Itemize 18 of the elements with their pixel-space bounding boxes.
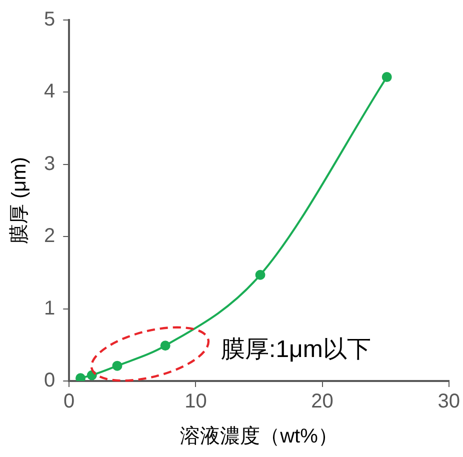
x-tick-label: 20: [311, 390, 334, 413]
point: [76, 373, 86, 381]
y-tick-label: 5: [44, 8, 56, 31]
y-axis-title: 膜厚 (μm): [8, 156, 31, 244]
point: [112, 360, 122, 371]
point: [160, 340, 170, 351]
x-tick-label: 0: [64, 390, 75, 413]
point: [255, 270, 266, 280]
point: [382, 72, 392, 82]
x-tick-label: 30: [438, 390, 460, 413]
y-tick-label: 0: [44, 370, 56, 392]
y-tick-label: 4: [44, 80, 56, 103]
annotation: 膜厚:1μm以下: [221, 336, 371, 363]
y-tick-label: 2: [44, 225, 56, 248]
x-axis-title: 溶液濃度（wt%）: [180, 426, 338, 448]
y-tick-label: 1: [44, 297, 56, 320]
x-tick-label: 10: [184, 390, 207, 413]
y-tick-label: 3: [44, 152, 56, 175]
